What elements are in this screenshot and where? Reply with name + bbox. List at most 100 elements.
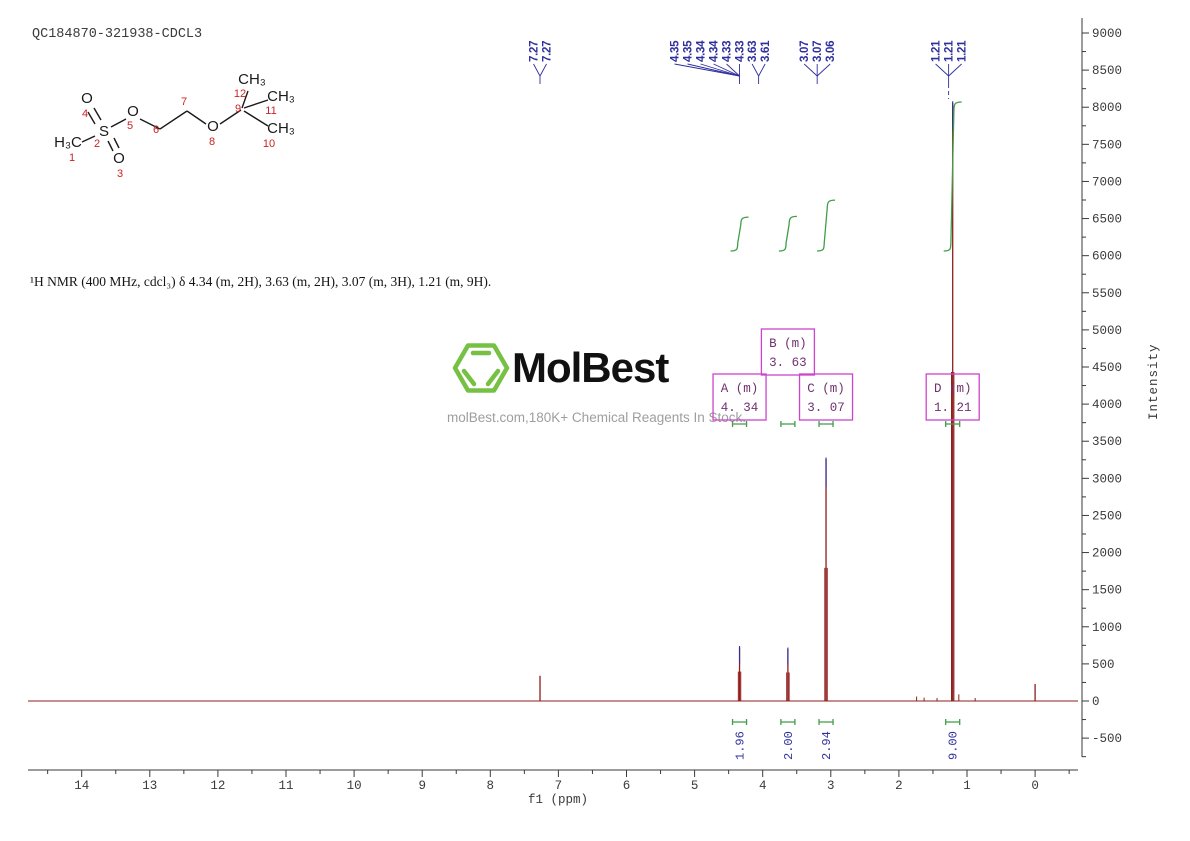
label-connector [803, 63, 818, 77]
x-tick-label: 7 [555, 779, 563, 793]
x-tick-label: 9 [418, 779, 426, 793]
y-tick-label: 5500 [1092, 287, 1122, 301]
x-tick-label: 1 [963, 779, 971, 793]
peak-shift-label: 7.27 [529, 41, 541, 62]
integral-range-marker [731, 719, 748, 725]
x-tick-label: 10 [347, 779, 362, 793]
peak-shift-label: 4.34 [696, 40, 708, 62]
integral-range-marker [731, 421, 748, 427]
label-connector [726, 63, 740, 77]
atom-number: 3 [117, 168, 123, 180]
integral-range-marker [780, 421, 796, 427]
atom-number: 9 [235, 103, 241, 115]
integral-range-marker [945, 421, 961, 427]
label-connector [816, 63, 831, 77]
peak-shift-label: 4.35 [683, 40, 695, 62]
integral-range-marker [818, 719, 834, 725]
spectrum-trace [28, 101, 1078, 702]
integral-value-label: 2.00 [782, 731, 796, 760]
y-tick-label: 3000 [1092, 472, 1122, 486]
nmr-assignment-text: ¹H NMR (400 MHz, cdcl₃) δ 4.34 (m, 2H), … [30, 274, 492, 289]
molbest-tagline: molBest.com,180K+ Chemical Reagents In S… [447, 410, 747, 425]
peak-shift-label: 3.61 [760, 40, 772, 62]
y-tick-label: 3500 [1092, 435, 1122, 449]
assignment-multiplet-label: D (m) [934, 382, 972, 396]
peak-shift-label: 3.63 [747, 41, 759, 62]
atom-number: 4 [82, 108, 88, 120]
molbest-brand-text: MolBest [512, 344, 669, 391]
peak-shift-label: 3.07 [799, 41, 811, 62]
y-tick-label: 8000 [1092, 101, 1122, 115]
x-tick-label: 3 [827, 779, 835, 793]
y-axis-label: Intensity [1147, 343, 1161, 420]
integral-curve [817, 199, 836, 252]
y-tick-label: 6500 [1092, 213, 1122, 227]
assignment-box [925, 373, 980, 421]
assignment-multiplet-label: A (m) [721, 382, 759, 396]
integral-range-marker [780, 719, 796, 725]
atom-number: 7 [181, 96, 187, 108]
assignment-box [712, 373, 767, 421]
x-tick-label: 4 [759, 779, 767, 793]
bond-line [243, 99, 269, 109]
y-tick-label: 9000 [1092, 27, 1122, 41]
bond-line [219, 109, 242, 125]
logo-bond-right [485, 368, 501, 387]
logo-hexagon [452, 343, 510, 393]
peak-shift-label: 3.06 [825, 41, 837, 62]
y-tick-label: 2500 [1092, 509, 1122, 523]
atom-label: CH₃ [267, 120, 295, 137]
sample-title: QC184870-321938-CDCL3 [32, 27, 203, 42]
molbest-logo-icon [452, 343, 510, 393]
y-tick-label: 0 [1092, 695, 1100, 709]
y-tick-label: 4500 [1092, 361, 1122, 375]
label-connector [935, 63, 949, 77]
atom-label: O [207, 118, 219, 135]
y-tick-label: 6000 [1092, 250, 1122, 264]
x-tick-label: 5 [691, 779, 699, 793]
label-connector [674, 63, 740, 77]
bond-line [241, 90, 249, 109]
y-tick-label: 7000 [1092, 175, 1122, 189]
integral-value-label: 1.96 [734, 731, 748, 760]
integral-curve [730, 216, 749, 252]
integral-value-label: 9.00 [947, 731, 961, 760]
label-connector [948, 63, 962, 77]
assignment-shift-value: 3. 07 [807, 401, 845, 415]
x-tick-label: 13 [142, 779, 157, 793]
assignment-multiplet-label: C (m) [807, 382, 845, 396]
assignment-shift-value: 1. 21 [934, 401, 972, 415]
peak-shift-labels: 7.27 7.27 4.35 4.35 4.34 4.34 4.33 4.33 3.63 3.61… [529, 40, 969, 99]
peak-shift-label: 4.33 [735, 41, 747, 62]
x-axis-label: f1 (ppm) [528, 793, 588, 807]
atom-label: H₃C [54, 134, 82, 151]
atom-label: O [113, 150, 125, 167]
bond-line [107, 140, 114, 152]
assignment-multiplet-label: B (m) [769, 337, 807, 351]
bond-line [186, 110, 207, 125]
peak-shift-label: 1.21 [944, 40, 956, 62]
atom-number: 11 [265, 105, 276, 117]
atom-number: 8 [209, 136, 215, 148]
assignment-shift-value: 3. 63 [769, 356, 807, 370]
atom-number: 5 [127, 120, 133, 132]
label-connector [533, 63, 541, 77]
y-tick-label: 5000 [1092, 324, 1122, 338]
atom-number: 10 [263, 138, 275, 150]
y-tick-label: 2000 [1092, 547, 1122, 561]
label-connector [751, 63, 760, 77]
x-tick-label: 11 [278, 779, 293, 793]
integral-value-label: 2.94 [820, 731, 834, 760]
peak-shift-label: 1.21 [931, 40, 943, 62]
x-tick-label: 2 [895, 779, 903, 793]
x-tick-label: 6 [623, 779, 631, 793]
x-tick-label: 14 [74, 779, 89, 793]
y-tick-label: 4000 [1092, 398, 1122, 412]
y-tick-label: 500 [1092, 658, 1115, 672]
peak-shift-label: 7.27 [542, 41, 554, 62]
y-tick-label: 1000 [1092, 621, 1122, 635]
atom-label: S [99, 123, 109, 140]
